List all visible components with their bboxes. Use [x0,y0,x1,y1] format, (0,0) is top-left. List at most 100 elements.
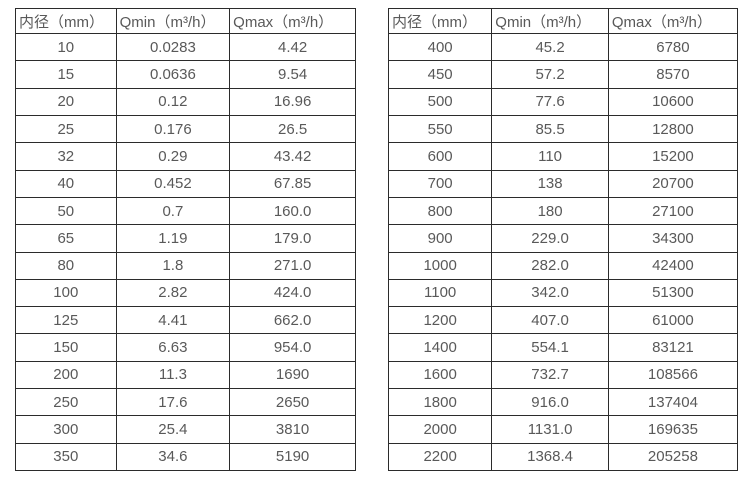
table-cell: 1800 [387,388,493,417]
table-header: 内径（mm） Qmin（m³/h） Qmax（m³/h） [15,8,356,34]
table-cell: 10 [15,32,117,62]
column-header: 内径（mm） [387,8,493,34]
table-cell: 9.54 [229,60,356,89]
table-cell: 61000 [607,306,739,335]
table-cell: 271.0 [229,251,356,280]
table-cell: 42400 [607,251,739,280]
table-cell: 15 [15,60,117,89]
table-row: 80 1.8 271.0 [15,251,356,280]
table-row: 150 6.63 954.0 [15,333,356,362]
table-cell: 2.82 [115,278,231,308]
table-row: 1600 732.7 108566 [387,360,739,390]
table-cell: 0.452 [115,169,231,198]
table-cell: 1.19 [115,224,231,253]
table-cell: 342.0 [491,278,609,308]
table-row: 1200 407.0 61000 [387,306,739,335]
table-cell: 200 [15,360,117,390]
table-cell: 407.0 [491,306,609,335]
table-cell: 4.42 [229,32,356,62]
table-cell: 0.7 [115,196,231,226]
table-cell: 1400 [387,333,493,362]
table-cell: 2000 [387,415,493,444]
table-cell: 15200 [607,142,739,171]
table-cell: 1690 [229,360,356,390]
table-cell: 0.176 [115,114,231,144]
table-row: 1400 554.1 83121 [387,333,739,362]
table-row: 1000 282.0 42400 [387,251,739,280]
table-cell: 65 [15,224,117,253]
table-cell: 300 [15,415,117,444]
table-cell: 100 [15,278,117,308]
column-header: Qmin（m³/h） [115,8,231,34]
table-cell: 150 [15,333,117,362]
table-row: 300 25.4 3810 [15,415,356,444]
table-row: 450 57.2 8570 [387,60,739,89]
table-row: 2200 1368.4 205258 [387,442,739,472]
table-row: 100 2.82 424.0 [15,278,356,308]
table-cell: 25 [15,114,117,144]
table-row: 25 0.176 26.5 [15,114,356,144]
table-cell: 85.5 [491,114,609,144]
table-cell: 5190 [229,442,356,472]
table-cell: 229.0 [491,224,609,253]
table-cell: 900 [387,224,493,253]
table-row: 40 0.452 67.85 [15,169,356,198]
table-cell: 137404 [607,388,739,417]
table-cell: 954.0 [229,333,356,362]
table-row: 2000 1131.0 169635 [387,415,739,444]
column-header: Qmin（m³/h） [491,8,609,34]
table-cell: 77.6 [491,87,609,116]
table-cell: 16.96 [229,87,356,116]
table-body: 10 0.0283 4.42 15 0.0636 9.54 20 0.12 16.96 25 0.1… [15,32,356,472]
table-cell: 2200 [387,442,493,472]
flow-table-large-diameters: 内径（mm） Qmin（m³/h） Qmax（m³/h） 400 45.2 6780 45… [387,8,739,472]
table-header: 内径（mm） Qmin（m³/h） Qmax（m³/h） [387,8,739,34]
table-cell: 0.29 [115,142,231,171]
table-cell: 108566 [607,360,739,390]
table-row: 15 0.0636 9.54 [15,60,356,89]
table-cell: 282.0 [491,251,609,280]
table-cell: 34300 [607,224,739,253]
column-header: Qmax（m³/h） [607,8,739,34]
table-cell: 50 [15,196,117,226]
table-cell: 6.63 [115,333,231,362]
table-cell: 732.7 [491,360,609,390]
table-cell: 916.0 [491,388,609,417]
table-cell: 83121 [607,333,739,362]
table-cell: 350 [15,442,117,472]
table-row: 550 85.5 12800 [387,114,739,144]
table-cell: 12800 [607,114,739,144]
table-cell: 20700 [607,169,739,198]
table-cell: 110 [491,142,609,171]
table-row: 350 34.6 5190 [15,442,356,472]
table-cell: 179.0 [229,224,356,253]
table-cell: 11.3 [115,360,231,390]
table-cell: 80 [15,251,117,280]
table-row: 400 45.2 6780 [387,32,739,62]
table-row: 1800 916.0 137404 [387,388,739,417]
table-cell: 180 [491,196,609,226]
header-row: 内径（mm） Qmin（m³/h） Qmax（m³/h） [15,8,356,34]
table-row: 900 229.0 34300 [387,224,739,253]
table-row: 600 110 15200 [387,142,739,171]
table-cell: 1600 [387,360,493,390]
table-cell: 800 [387,196,493,226]
table-cell: 550 [387,114,493,144]
table-cell: 600 [387,142,493,171]
header-row: 内径（mm） Qmin（m³/h） Qmax（m³/h） [387,8,739,34]
table-cell: 1000 [387,251,493,280]
table-cell: 43.42 [229,142,356,171]
table-cell: 20 [15,87,117,116]
table-cell: 67.85 [229,169,356,198]
table-cell: 0.0636 [115,60,231,89]
table-cell: 8570 [607,60,739,89]
table-cell: 205258 [607,442,739,472]
table-cell: 424.0 [229,278,356,308]
table-cell: 1200 [387,306,493,335]
table-row: 10 0.0283 4.42 [15,32,356,62]
table-cell: 34.6 [115,442,231,472]
table-cell: 2650 [229,388,356,417]
table-cell: 160.0 [229,196,356,226]
table-cell: 125 [15,306,117,335]
table-cell: 32 [15,142,117,171]
